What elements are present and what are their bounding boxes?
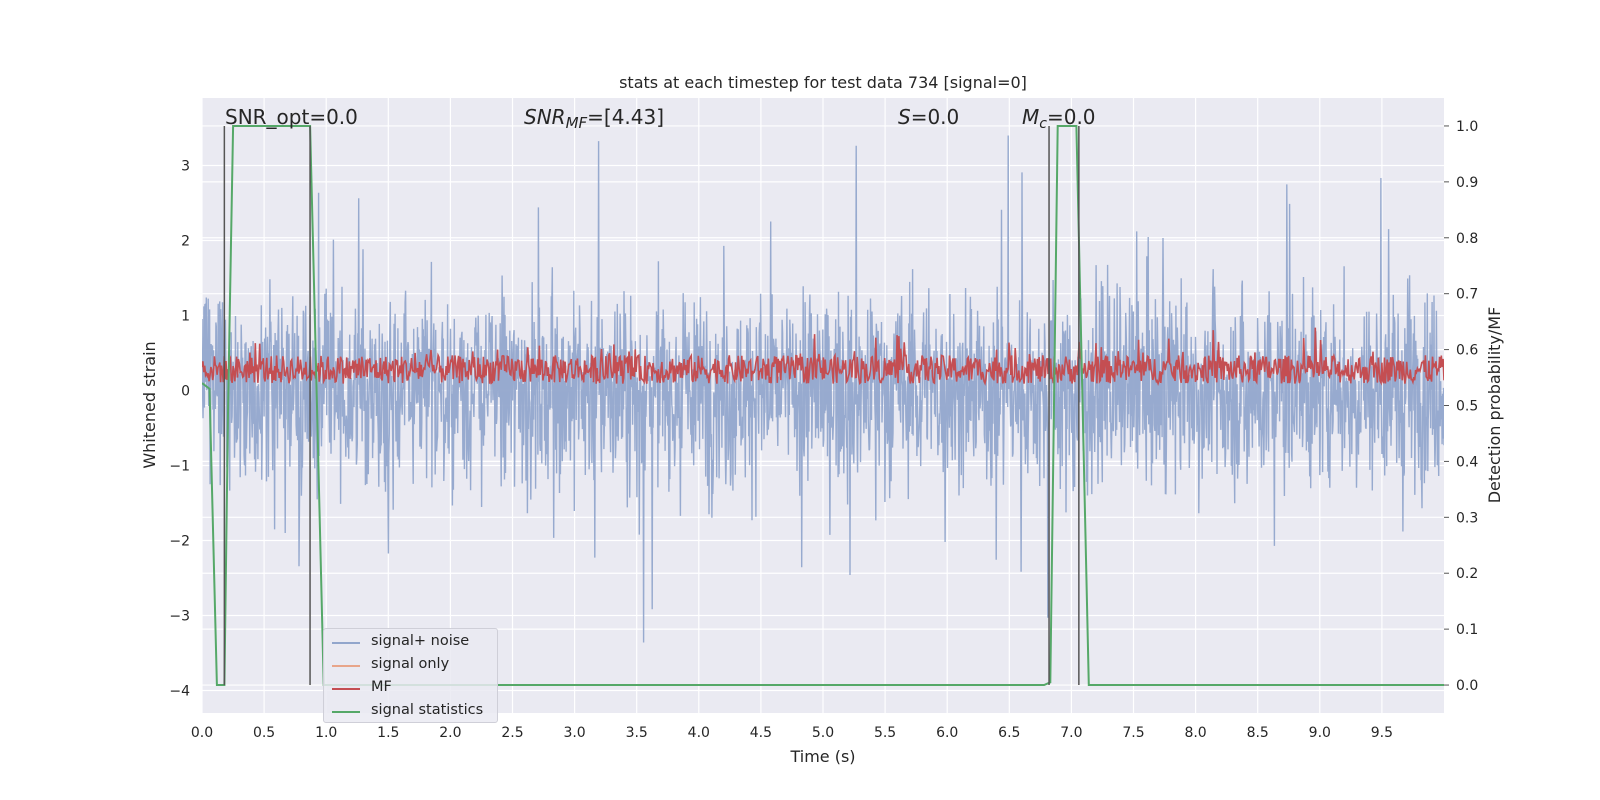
y-tick-label: 2 (181, 234, 190, 250)
legend-swatch (332, 711, 360, 713)
annotation-s: S=0.0 (898, 105, 959, 129)
x-tick-label: 3.5 (626, 725, 648, 741)
legend-label: signal+ noise (371, 633, 470, 649)
legend-label: MF (371, 679, 392, 695)
x-tick-label: 7.0 (1060, 725, 1082, 741)
y-tick-labels: −4 −3 −2 −1 0 1 2 3 (169, 159, 190, 700)
x-tick-label: 9.0 (1309, 725, 1331, 741)
y2-tick-label: 0.1 (1456, 622, 1478, 638)
y2-tick-label: 1.0 (1456, 119, 1478, 135)
y2-tick-label: 0.0 (1456, 678, 1478, 694)
y-tick-label: −2 (169, 534, 190, 550)
y2-tick-label: 0.9 (1456, 175, 1478, 191)
x-tick-label: 3.0 (563, 725, 585, 741)
x-tick-label: 5.5 (874, 725, 896, 741)
y-tick-label: −3 (169, 609, 190, 625)
x-tick-label: 8.0 (1184, 725, 1206, 741)
x-tick-label: 6.5 (998, 725, 1020, 741)
legend: signal+ noise signal only MF signal stat… (323, 628, 498, 723)
annotation-mc: Mc=0.0 (1022, 105, 1096, 132)
y-tick-label: 0 (181, 384, 190, 400)
series-signal-noise (202, 135, 1444, 643)
x-tick-label: 5.0 (812, 725, 834, 741)
y-axis-label: Whitened strain (140, 341, 159, 468)
x-axis-label: Time (s) (789, 747, 855, 766)
series-mf (202, 327, 1444, 386)
y2-tick-label: 0.4 (1456, 454, 1478, 470)
y-tick-label: −4 (169, 684, 190, 700)
legend-item-mf: MF (324, 677, 497, 699)
legend-swatch (332, 642, 360, 644)
x-tick-labels: 0.0 0.5 1.0 1.5 2.0 2.5 3.0 3.5 4.0 4.5 5.0 5.5 6.0 6… (191, 725, 1393, 741)
y2-tick-label: 0.7 (1456, 287, 1478, 303)
legend-item-signal-noise: signal+ noise (324, 631, 497, 653)
legend-label: signal statistics (371, 702, 484, 718)
x-tick-label: 0.0 (191, 725, 213, 741)
x-tick-label: 0.5 (253, 725, 275, 741)
legend-swatch (332, 665, 360, 667)
legend-swatch (332, 688, 360, 690)
x-tick-label: 9.5 (1371, 725, 1393, 741)
annotation-snr-mf: SNRMF=[4.43] (524, 105, 664, 132)
legend-item-signal-only: signal only (324, 654, 497, 676)
y2-tick-label: 0.6 (1456, 343, 1478, 359)
x-tick-label: 1.0 (315, 725, 337, 741)
y2-tick-label: 0.3 (1456, 510, 1478, 526)
legend-label: signal only (371, 656, 450, 672)
x-tick-label: 7.5 (1122, 725, 1144, 741)
y2-tick-label: 0.5 (1456, 399, 1478, 415)
y-tick-label: −1 (169, 459, 190, 475)
chart-title: stats at each timestep for test data 734… (619, 73, 1027, 92)
annotation-snr-opt: SNR_opt=0.0 (225, 105, 358, 129)
y-tick-label: 1 (181, 309, 190, 325)
vertical-markers (223, 125, 1080, 686)
y2-tick-labels: 0.0 0.1 0.2 0.3 0.4 0.5 0.6 0.7 0.8 0.9 1.0 (1444, 119, 1478, 694)
y-tick-label: 3 (181, 159, 190, 175)
y2-tick-label: 0.2 (1456, 566, 1478, 582)
legend-item-signal-statistics: signal statistics (324, 700, 497, 722)
x-tick-label: 2.5 (501, 725, 523, 741)
x-tick-label: 4.5 (750, 725, 772, 741)
y2-tick-label: 0.8 (1456, 231, 1478, 247)
x-tick-label: 4.0 (688, 725, 710, 741)
x-tick-label: 2.0 (439, 725, 461, 741)
y2-axis-label: Detection probability/MF (1485, 307, 1504, 504)
x-tick-label: 6.0 (936, 725, 958, 741)
x-tick-label: 8.5 (1247, 725, 1269, 741)
x-tick-label: 1.5 (377, 725, 399, 741)
